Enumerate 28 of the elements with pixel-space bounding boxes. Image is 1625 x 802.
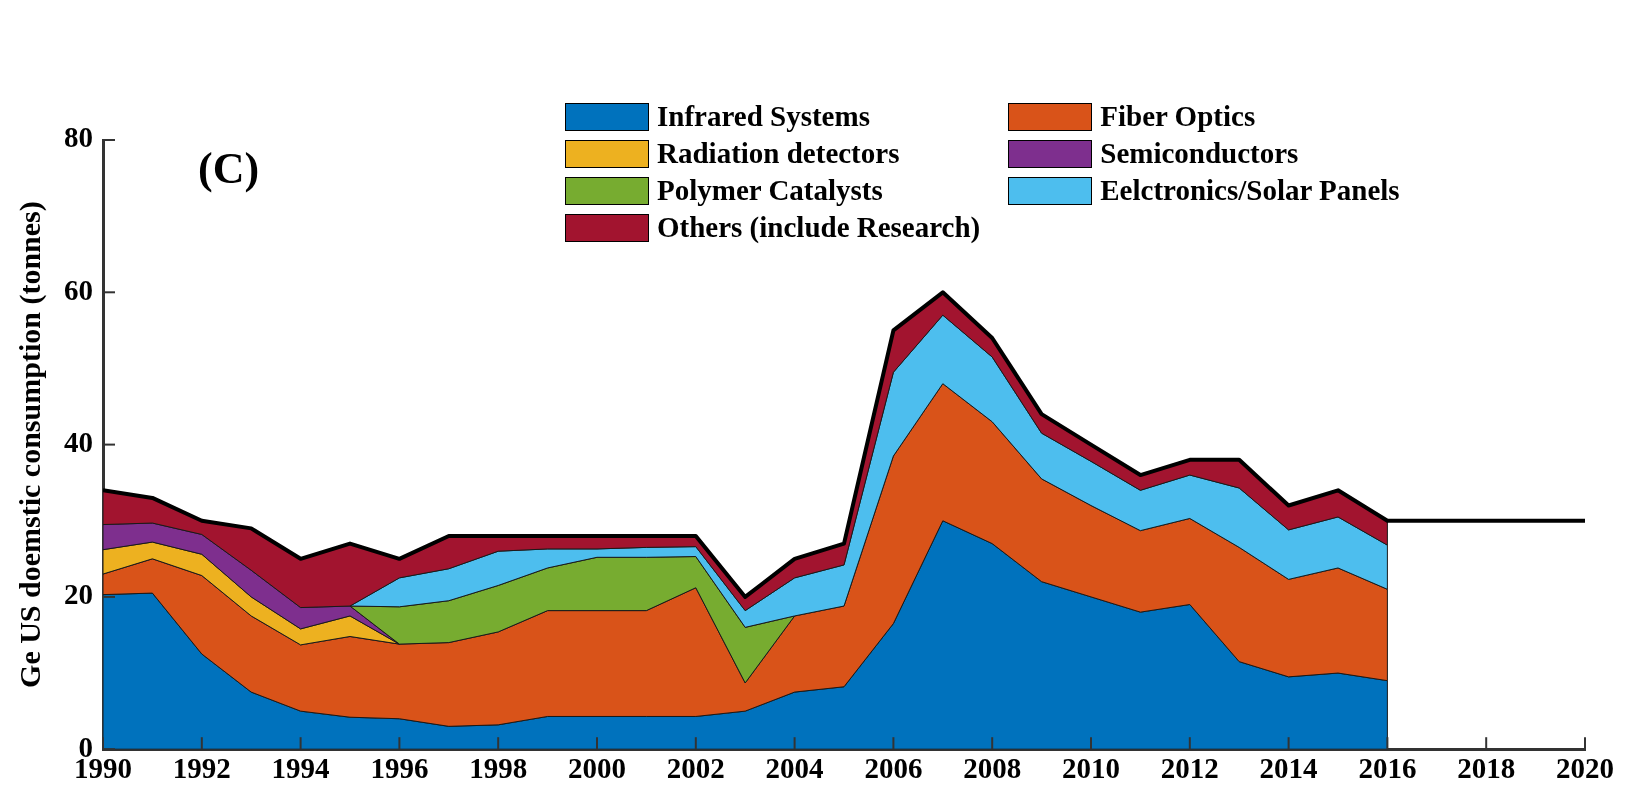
- x-tick-label: 2008: [963, 752, 1022, 785]
- x-tick-label: 1994: [271, 752, 330, 785]
- legend-label: Infrared Systems: [657, 100, 870, 133]
- x-tick-label: 2014: [1259, 752, 1318, 785]
- x-tick-label: 2020: [1556, 752, 1614, 785]
- legend-label: Radiation detectors: [657, 137, 900, 170]
- y-axis-title: Ge US doemstic consumption (tonnes): [12, 201, 47, 688]
- x-tick-label: 2002: [666, 752, 725, 785]
- y-tick-label: 40: [64, 426, 93, 459]
- x-tick-label: 2006: [864, 752, 923, 785]
- legend-label: Others (include Research): [657, 211, 981, 244]
- x-tick-label: 1998: [469, 752, 528, 785]
- legend-label: Polymer Catalysts: [657, 174, 883, 207]
- x-tick-label: 1996: [370, 752, 429, 785]
- legend-label: Eelctronics/Solar Panels: [1100, 174, 1400, 207]
- legend-label: Semiconductors: [1100, 137, 1299, 170]
- x-tick-label: 2000: [568, 752, 626, 785]
- x-tick-label: 2016: [1358, 752, 1417, 785]
- x-tick-label: 2018: [1457, 752, 1516, 785]
- x-tick-label: 2012: [1160, 752, 1219, 785]
- annotation: (C): [198, 144, 260, 194]
- legend-label: Fiber Optics: [1100, 100, 1256, 133]
- y-tick-label: 60: [64, 273, 93, 306]
- y-tick-label: 20: [64, 578, 93, 611]
- x-tick-label: 1992: [172, 752, 231, 785]
- x-tick-label: 2004: [765, 752, 824, 785]
- y-tick-label: 80: [64, 121, 93, 154]
- x-tick-label: 2010: [1062, 752, 1120, 785]
